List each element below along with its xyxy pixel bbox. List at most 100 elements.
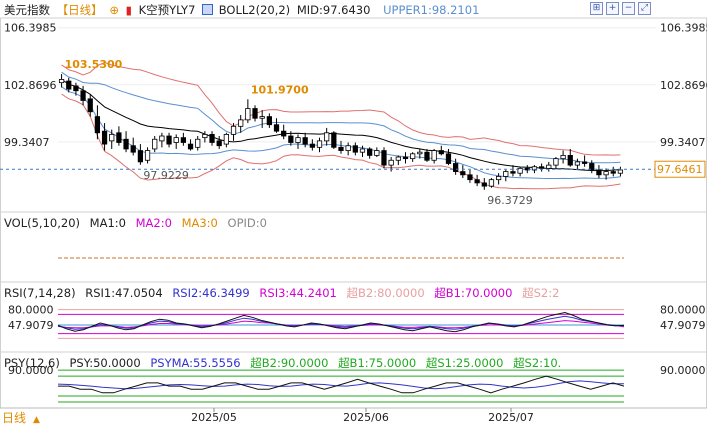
price-panel-frame: [0, 17, 707, 213]
candle-body: [531, 166, 538, 171]
psy-b1: 超B1:75.0000: [338, 356, 417, 370]
rsi3-value: RSI3:44.2401: [259, 286, 337, 300]
psyma-value: PSYMA:55.5556: [150, 356, 241, 370]
price-axis-label-right: 99.3407: [660, 136, 706, 149]
candle-body: [402, 156, 409, 160]
candle-body: [316, 140, 323, 148]
candle-body: [538, 166, 545, 169]
psy-axis-label-left: 90.0000: [8, 364, 54, 377]
candle-body: [288, 135, 294, 143]
psy-b2: 超B2:90.0000: [250, 356, 329, 370]
candle-body: [259, 116, 265, 119]
kline-marker-icon: ▮: [125, 3, 132, 17]
candle-body: [474, 179, 480, 184]
psyma-line: [57, 380, 625, 390]
low-annotation-2: 96.3729: [487, 194, 533, 207]
candle-body: [567, 155, 573, 166]
rsi-axis-label-right: 47.9079: [660, 319, 706, 332]
psy-axis-label-right: 90.0000: [660, 364, 706, 377]
candle-body: [309, 143, 315, 148]
zoom-out-icon[interactable]: −: [622, 2, 635, 15]
rsi-title[interactable]: RSI(7,14,28): [4, 286, 76, 300]
psy-s2: 超S2:10.: [513, 356, 562, 370]
price-axis-label-left: 102.8696: [4, 79, 57, 92]
vol-ma1: MA1:0: [89, 216, 126, 230]
candle-body: [245, 108, 251, 121]
candle-body: [130, 145, 136, 153]
boll-lower-line: [61, 93, 621, 190]
candle-body: [388, 159, 394, 166]
price-axis-label-right: 106.3985: [660, 22, 707, 35]
candle-body: [302, 137, 308, 145]
x-axis-date-label: 2025/07: [488, 411, 534, 424]
candle-body: [295, 137, 301, 143]
candle-body: [223, 133, 229, 145]
candle-body: [338, 146, 344, 151]
price-axis-label-right: 102.8696: [660, 79, 707, 92]
candle-body: [603, 171, 609, 176]
candle-body: [273, 124, 280, 132]
candle-body: [610, 171, 616, 174]
candle-body: [503, 171, 509, 177]
mid-value: MID:97.6430: [296, 3, 371, 17]
zoom-in-icon[interactable]: +: [606, 2, 619, 15]
candle-body: [589, 163, 595, 171]
fullscreen-icon[interactable]: ⤢: [638, 2, 651, 15]
candle-body: [352, 145, 358, 153]
candle-body: [453, 163, 459, 172]
psy-title[interactable]: PSY(12,6): [4, 356, 60, 370]
rsi-oversold2: 超S2:2: [522, 286, 560, 300]
candle-body: [116, 132, 122, 143]
symbol-name[interactable]: 美元指数: [4, 3, 50, 17]
rsi-overbought2: 超B2:80.0000: [346, 286, 425, 300]
current-price-box: [654, 160, 706, 178]
chart-toolbar: ⊞ + − ⤢: [590, 2, 651, 15]
candle-body: [517, 167, 523, 174]
candle-body: [359, 148, 366, 153]
chart-header: 美元指数 【日线】 ⊕ ▮ K空预YLY7 BOLL2(20,2) MID:97…: [4, 2, 482, 18]
settings-icon[interactable]: ⊕: [109, 3, 119, 17]
candle-body: [417, 151, 423, 155]
candle-body: [144, 150, 151, 161]
candle-body: [381, 150, 387, 166]
candle-body: [187, 143, 194, 150]
candle-body: [617, 169, 624, 174]
period-selector[interactable]: 【日线】: [56, 3, 103, 17]
candle-body: [159, 135, 165, 142]
candle-body: [331, 132, 337, 148]
candle-body: [546, 164, 552, 169]
candle-body: [152, 138, 158, 150]
candle-body: [560, 155, 566, 160]
candle-body: [80, 90, 86, 101]
rsi-axis-label-left: 80.0000: [8, 304, 54, 317]
psy-s1: 超S1:25.0000: [425, 356, 504, 370]
boll-icon: [202, 4, 214, 15]
fit-icon[interactable]: ⊞: [590, 2, 603, 15]
candle-body: [266, 116, 272, 126]
rsi-axis-label-right: 80.0000: [660, 304, 706, 317]
price-axis-label-left: 106.3985: [4, 22, 57, 35]
vol-title[interactable]: VOL(5,10,20): [4, 216, 80, 230]
candle-body: [180, 137, 187, 143]
candle-body: [173, 137, 179, 143]
candle-body: [94, 116, 101, 134]
vol-ma3: MA3:0: [181, 216, 218, 230]
psy-value: PSY:50.0000: [69, 356, 141, 370]
candle-body: [424, 151, 430, 161]
candle-body: [216, 140, 222, 147]
candle-body: [123, 138, 129, 150]
psy-panel-labels: PSY(12,6) PSY:50.0000 PSYMA:55.5556 超B2:…: [4, 355, 567, 371]
boll-inner-lower-line: [61, 86, 621, 180]
candle-body: [66, 80, 72, 90]
psy-line: [58, 375, 625, 394]
boll-label[interactable]: BOLL2(20,2): [218, 3, 291, 17]
kline-label[interactable]: K空预YLY7: [138, 3, 196, 17]
candle-body: [553, 158, 559, 166]
candle-body: [395, 156, 401, 161]
upper-value: UPPER1:98.2101: [383, 3, 480, 17]
high-annotation-1: 103.5300: [65, 58, 123, 71]
rsi1-value: RSI1:47.0504: [85, 286, 163, 300]
candle-body: [137, 150, 144, 163]
candle-body: [581, 161, 588, 164]
